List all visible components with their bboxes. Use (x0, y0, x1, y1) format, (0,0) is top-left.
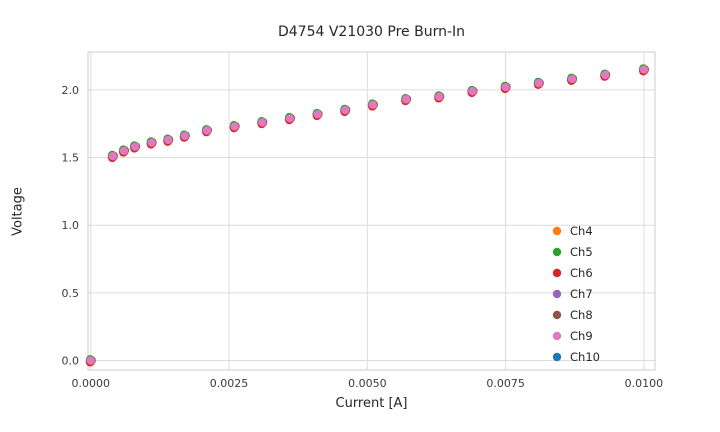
legend-swatch-ch10 (552, 352, 562, 362)
legend-label-ch10: Ch10 (570, 350, 600, 364)
data-point-ch9 (86, 356, 95, 365)
x-tick-label: 0.0100 (625, 377, 664, 390)
y-tick-label: 1.0 (62, 219, 80, 232)
data-point-ch9 (147, 138, 156, 147)
data-point-ch9 (258, 118, 267, 127)
legend-swatch-ch7 (552, 289, 562, 299)
data-point-ch9 (202, 126, 212, 135)
data-point-ch9 (313, 110, 322, 119)
data-point-ch9 (401, 95, 411, 104)
x-axis-label: Current [A] (335, 396, 408, 411)
legend-swatch-ch6 (552, 268, 562, 278)
data-point-ch9 (435, 92, 444, 101)
legend-label-ch4: Ch4 (570, 224, 593, 238)
y-tick-label: 1.5 (62, 152, 80, 165)
legend-swatch-ch4 (552, 226, 562, 236)
data-point-ch9 (534, 78, 544, 88)
x-tick-label: 0.0050 (348, 377, 387, 390)
data-point-ch9 (501, 82, 510, 92)
data-point-ch9 (180, 131, 190, 141)
data-point-ch9 (130, 142, 140, 151)
legend-swatch-ch9 (552, 331, 562, 341)
data-point-ch9 (567, 74, 577, 84)
legend-label-ch8: Ch8 (570, 308, 593, 322)
legend-label-ch7: Ch7 (570, 287, 593, 301)
data-point-ch9 (341, 105, 350, 115)
x-tick-label: 0.0075 (486, 377, 525, 390)
legend-swatch-ch8 (552, 310, 562, 320)
y-tick-label: 0.0 (62, 355, 80, 368)
data-point-ch9 (108, 151, 118, 161)
x-tick-label: 0.0025 (210, 377, 249, 390)
x-tick-label: 0.0000 (72, 377, 111, 390)
data-point-ch9 (285, 114, 295, 123)
legend-label-ch9: Ch9 (570, 329, 593, 343)
y-tick-label: 0.5 (62, 287, 80, 300)
chart-title: D4754 V21030 Pre Burn-In (277, 24, 466, 40)
data-point-ch9 (164, 135, 173, 145)
y-tick-label: 2.0 (62, 84, 80, 97)
legend-swatch-ch5 (552, 247, 562, 257)
data-point-ch9 (368, 100, 378, 109)
data-point-ch9 (468, 87, 477, 96)
y-axis-label: Voltage (10, 187, 26, 236)
data-point-ch9 (601, 70, 610, 80)
data-point-ch9 (230, 122, 239, 131)
legend-label-ch5: Ch5 (570, 245, 593, 259)
legend-label-ch6: Ch6 (570, 266, 593, 280)
data-point-ch9 (639, 65, 649, 74)
plot-frame (87, 51, 656, 371)
data-point-ch9 (119, 146, 129, 155)
